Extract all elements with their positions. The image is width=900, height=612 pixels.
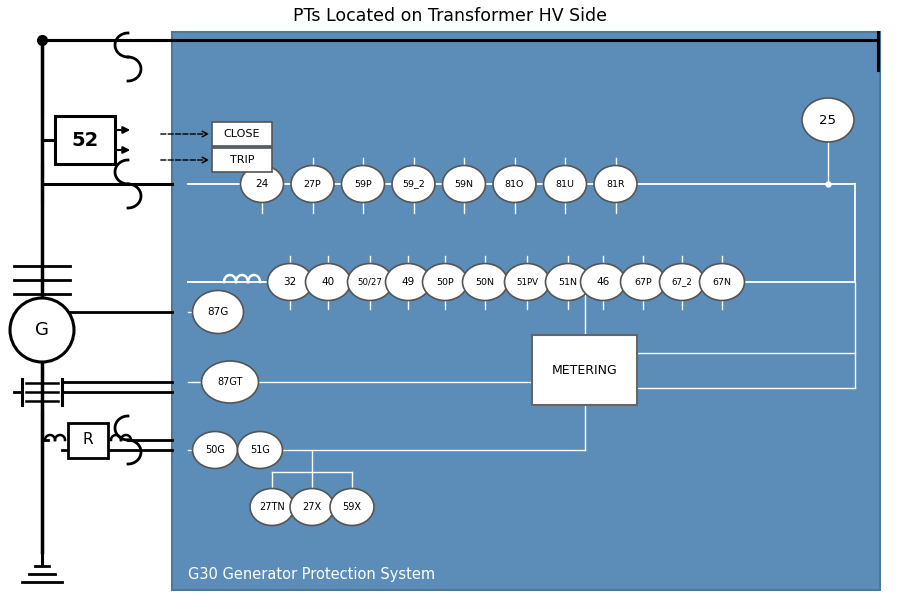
Text: 87G: 87G [207,307,229,317]
Ellipse shape [305,264,350,300]
Ellipse shape [290,488,334,526]
Text: 67N: 67N [713,277,732,286]
Text: CLOSE: CLOSE [224,129,260,139]
Ellipse shape [347,264,392,300]
Text: 81U: 81U [555,179,574,188]
FancyBboxPatch shape [55,116,115,164]
Ellipse shape [463,264,508,300]
Text: 59N: 59N [454,179,473,188]
Ellipse shape [660,264,705,300]
Ellipse shape [580,264,626,300]
FancyBboxPatch shape [212,122,272,146]
Ellipse shape [267,264,312,300]
Text: 51G: 51G [250,445,270,455]
Ellipse shape [545,264,590,300]
Text: PTs Located on Transformer HV Side: PTs Located on Transformer HV Side [293,7,607,25]
Ellipse shape [594,165,637,203]
Ellipse shape [202,361,258,403]
Text: 52: 52 [71,130,99,149]
Text: 59_2: 59_2 [402,179,425,188]
Text: 50N: 50N [475,277,494,286]
Ellipse shape [193,431,238,469]
FancyBboxPatch shape [533,335,637,405]
Ellipse shape [505,264,550,300]
Text: 59X: 59X [343,502,362,512]
Text: 81R: 81R [607,179,625,188]
Ellipse shape [544,165,587,203]
Text: 51N: 51N [559,277,578,286]
Text: 27TN: 27TN [259,502,285,512]
Ellipse shape [385,264,430,300]
Text: 46: 46 [597,277,609,287]
Text: 67P: 67P [634,277,652,286]
Ellipse shape [493,165,536,203]
Text: TRIP: TRIP [230,155,255,165]
Ellipse shape [699,264,744,300]
Text: METERING: METERING [552,364,618,376]
Text: 27X: 27X [302,502,321,512]
FancyBboxPatch shape [172,32,880,590]
Text: 24: 24 [256,179,268,189]
Text: 25: 25 [820,113,836,127]
Text: G30 Generator Protection System: G30 Generator Protection System [188,567,435,581]
Circle shape [10,298,74,362]
Ellipse shape [238,431,283,469]
Text: 27P: 27P [303,179,321,188]
Ellipse shape [620,264,665,300]
Ellipse shape [392,165,435,203]
Ellipse shape [422,264,467,300]
Text: 87GT: 87GT [217,377,243,387]
Text: 50P: 50P [436,277,454,286]
Text: G: G [35,321,49,339]
Text: 51PV: 51PV [516,277,538,286]
Ellipse shape [250,488,294,526]
Text: 49: 49 [401,277,415,287]
Ellipse shape [193,291,244,334]
Text: 59P: 59P [354,179,372,188]
Ellipse shape [291,165,334,203]
Ellipse shape [341,165,384,203]
Ellipse shape [443,165,485,203]
Text: R: R [83,433,94,447]
Ellipse shape [330,488,374,526]
FancyBboxPatch shape [68,422,108,458]
Ellipse shape [240,165,284,203]
Text: 50G: 50G [205,445,225,455]
Text: 81O: 81O [505,179,524,188]
FancyBboxPatch shape [212,148,272,172]
Ellipse shape [802,98,854,142]
Text: 50/27: 50/27 [357,277,382,286]
Text: 40: 40 [321,277,335,287]
Text: 32: 32 [284,277,297,287]
Text: 67_2: 67_2 [671,277,692,286]
